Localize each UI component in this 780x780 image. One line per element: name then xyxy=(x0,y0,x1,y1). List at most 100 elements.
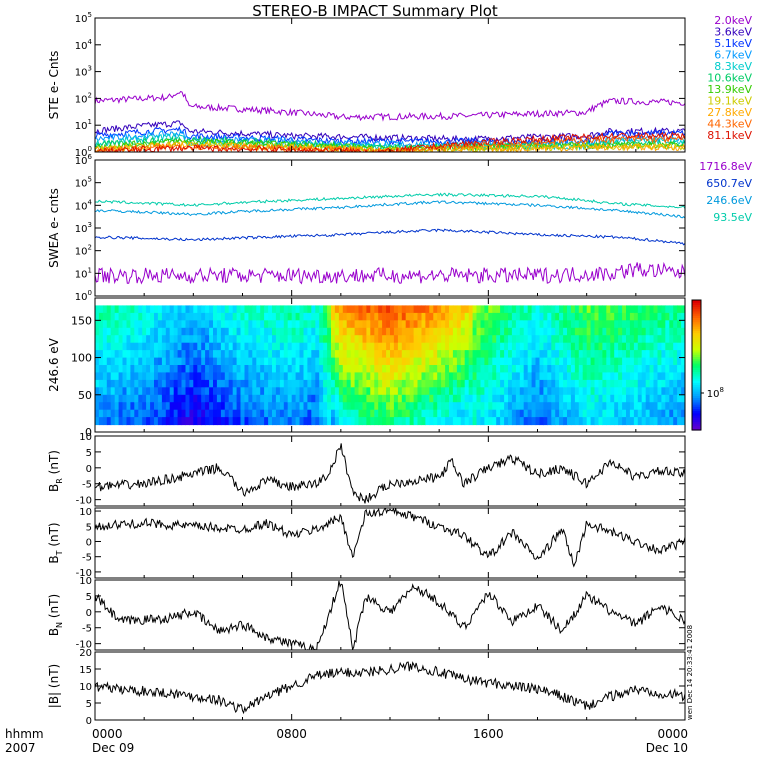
heatmap-cell xyxy=(645,320,651,329)
heatmap-cell xyxy=(390,320,395,329)
heatmap-cell xyxy=(232,409,238,418)
heatmap-cell xyxy=(598,394,603,403)
heatmap-cell xyxy=(492,357,497,366)
heatmap-cell xyxy=(181,372,186,381)
heatmap-cell xyxy=(508,365,513,373)
heatmap-cell xyxy=(586,394,592,403)
heatmap-cell xyxy=(629,350,635,359)
colorbar-label: 108 xyxy=(707,386,724,400)
heatmap-cell xyxy=(338,335,344,344)
heatmap-cell xyxy=(331,312,336,321)
heatmap-cell xyxy=(299,312,304,321)
heatmap-cell xyxy=(185,312,190,321)
heatmap-cell xyxy=(417,372,422,381)
heatmap-cell xyxy=(397,342,403,351)
heatmap-cell xyxy=(456,320,462,329)
heatmap-cell xyxy=(354,387,360,396)
heatmap-cell xyxy=(437,365,442,373)
heatmap-cell xyxy=(362,305,367,314)
heatmap-cell xyxy=(496,402,501,411)
heatmap-cell xyxy=(594,379,599,388)
heatmap-cell xyxy=(531,387,537,396)
heatmap-cell xyxy=(492,350,497,359)
heatmap-cell xyxy=(142,365,147,373)
heatmap-cell xyxy=(177,357,183,366)
heatmap-cell xyxy=(480,350,485,359)
heatmap-cell xyxy=(515,327,521,336)
heatmap-cell xyxy=(559,305,564,314)
heatmap-cell xyxy=(610,372,615,381)
heatmap-cell xyxy=(181,312,186,321)
heatmap-cell xyxy=(216,417,222,426)
heatmap-cell xyxy=(228,305,234,314)
heatmap-cell xyxy=(393,335,399,344)
heatmap-cell xyxy=(378,350,383,359)
heatmap-cell xyxy=(606,365,611,373)
heatmap-cell xyxy=(610,417,615,426)
heatmap-cell xyxy=(366,365,371,373)
heatmap-cell xyxy=(594,327,599,336)
heatmap-cell xyxy=(413,409,419,418)
heatmap-cell xyxy=(362,372,367,381)
heatmap-cell xyxy=(311,365,316,373)
heatmap-cell xyxy=(260,357,265,366)
heatmap-cell xyxy=(563,327,568,336)
heatmap-cell xyxy=(279,379,285,388)
heatmap-cell xyxy=(216,402,222,411)
heatmap-cell xyxy=(441,402,446,411)
heatmap-cell xyxy=(236,394,242,403)
heatmap-cell xyxy=(311,379,316,388)
heatmap-cell xyxy=(378,357,383,366)
heatmap-cell xyxy=(555,312,560,321)
heatmap-cell xyxy=(106,417,112,426)
heatmap-cell xyxy=(323,394,328,403)
heatmap-cell xyxy=(551,417,556,426)
heatmap-cell xyxy=(515,320,521,329)
heatmap-cell xyxy=(295,320,301,329)
heatmap-cell xyxy=(626,409,631,418)
heatmap-cell xyxy=(590,387,596,396)
heatmap-cell xyxy=(393,387,399,396)
heatmap-cell xyxy=(315,379,320,388)
heatmap-cell xyxy=(122,335,127,344)
heatmap-cell xyxy=(614,335,619,344)
heatmap-cell xyxy=(527,350,533,359)
heatmap-cell xyxy=(578,409,584,418)
heatmap-cell xyxy=(126,409,131,418)
heatmap-cell xyxy=(405,305,411,314)
heatmap-cell xyxy=(425,409,430,418)
heatmap-cell xyxy=(260,417,265,426)
heatmap-cell xyxy=(374,335,379,344)
heatmap-cell xyxy=(641,335,647,344)
heatmap-cell xyxy=(224,379,230,388)
heatmap-cell xyxy=(319,394,324,403)
heatmap-cell xyxy=(382,335,387,344)
heatmap-cell xyxy=(669,312,674,321)
heatmap-cell xyxy=(425,394,430,403)
heatmap-cell xyxy=(283,417,289,426)
heatmap-cell xyxy=(425,350,430,359)
heatmap-cell xyxy=(331,394,336,403)
heatmap-cell xyxy=(331,342,336,351)
heatmap-cell xyxy=(559,372,564,381)
heatmap-cell xyxy=(95,335,100,344)
heatmap-cell xyxy=(626,327,631,336)
heatmap-cell xyxy=(323,320,328,329)
heatmap-cell xyxy=(555,417,560,426)
heatmap-cell xyxy=(323,357,328,366)
heatmap-cell xyxy=(224,320,230,329)
heatmap-cell xyxy=(334,357,340,366)
colorbar: 108 xyxy=(691,299,724,431)
heatmap-cell xyxy=(98,387,104,396)
heatmap-cell xyxy=(657,402,662,411)
heatmap-cell xyxy=(637,342,643,351)
heatmap-cell xyxy=(275,342,281,351)
heatmap-cell xyxy=(197,350,202,359)
heatmap-cell xyxy=(539,379,544,388)
heatmap-cell xyxy=(539,312,544,321)
heatmap-cell xyxy=(161,365,167,373)
heatmap-cell xyxy=(429,350,434,359)
heatmap-cell xyxy=(142,327,147,336)
heatmap-cell xyxy=(468,342,474,351)
